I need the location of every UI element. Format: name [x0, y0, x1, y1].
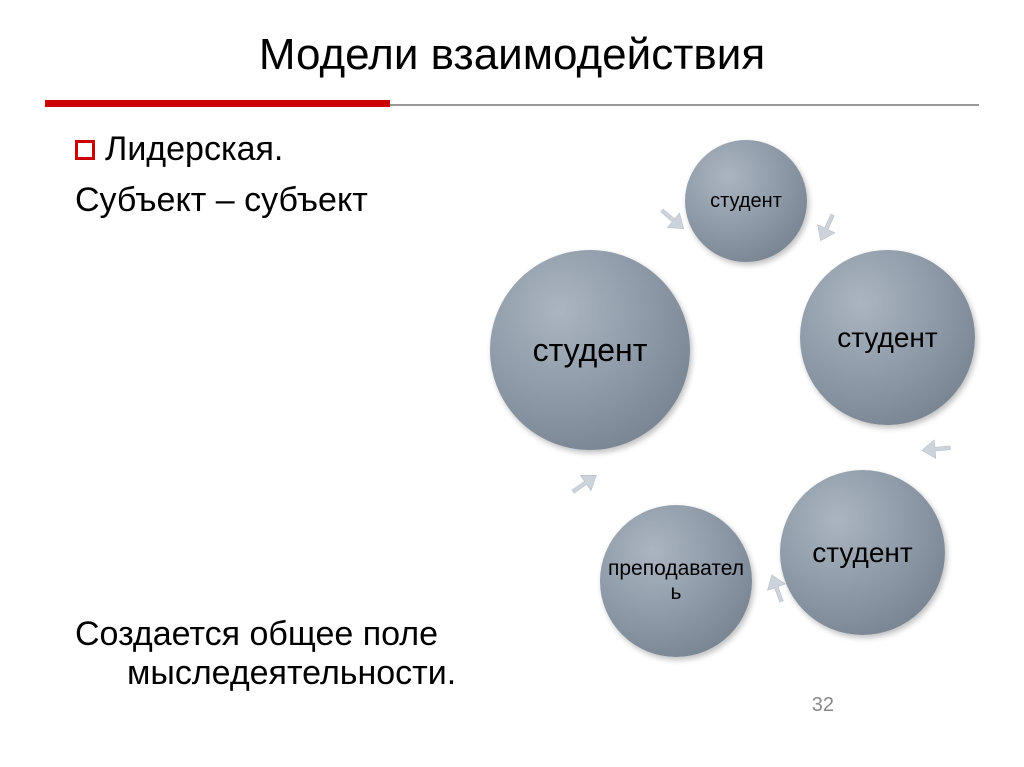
cycle-node-label: преподаватель: [600, 557, 752, 605]
cycle-node-1: студент: [800, 250, 975, 425]
cycle-node-label: студент: [829, 322, 945, 354]
cycle-arrow-0: [802, 202, 852, 252]
cycle-diagram: студент студент студент преподаватель студен…: [470, 140, 1010, 670]
cycle-node-2: студент: [780, 470, 945, 635]
cycle-node-label: студент: [702, 190, 790, 213]
cycle-node-3: преподаватель: [600, 505, 752, 657]
page-title: Модели взаимодействия: [0, 0, 1024, 80]
bullet-label: Лидерская.: [105, 130, 283, 169]
cycle-arrow-1: [916, 428, 957, 469]
bottom-line-1: Создается общее поле: [75, 615, 456, 654]
cycle-node-label: студент: [525, 332, 656, 369]
cycle-arrow-3: [558, 458, 611, 511]
cycle-node-label: студент: [804, 537, 920, 569]
page-number: 32: [812, 694, 834, 717]
bottom-paragraph: Создается общее поле мыследеятельности.: [75, 615, 456, 693]
cycle-node-4: студент: [490, 250, 690, 450]
bullet-marker: [75, 140, 95, 160]
title-underline: [0, 98, 1024, 108]
cycle-node-0: студент: [685, 140, 807, 262]
bottom-line-2: мыследеятельности.: [75, 654, 456, 693]
